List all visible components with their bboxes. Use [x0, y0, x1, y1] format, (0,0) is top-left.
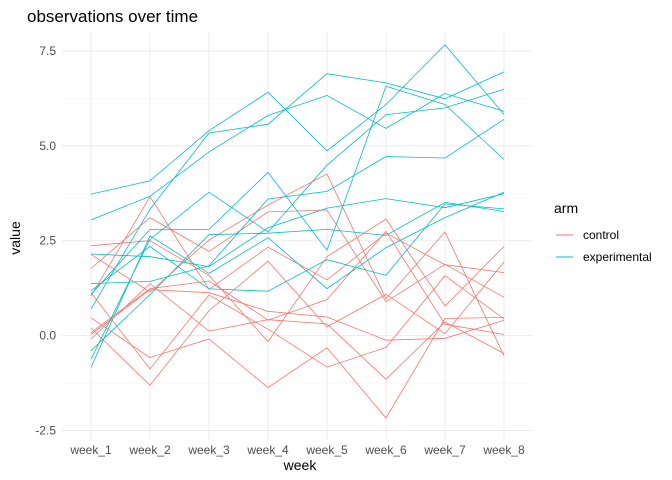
- series-line-control: [90, 289, 505, 341]
- x-tick-label: week_3: [187, 443, 230, 457]
- series-line-control: [90, 283, 505, 380]
- x-tick-label: week_1: [69, 443, 112, 457]
- y-tick-label: 5.0: [39, 139, 56, 153]
- legend-label-experimental: experimental: [583, 250, 652, 264]
- x-tick-label: week_8: [482, 443, 525, 457]
- series-line-experimental: [90, 193, 505, 268]
- series-line-experimental: [90, 71, 505, 310]
- series-line-control: [90, 317, 505, 419]
- series-lines: [90, 44, 505, 419]
- series-line-experimental: [90, 203, 505, 292]
- series-line-experimental: [90, 93, 505, 221]
- series-line-experimental: [90, 44, 505, 195]
- y-axis-title: value: [7, 221, 23, 255]
- x-tick-label: week_6: [364, 443, 407, 457]
- legend-label-control: control: [583, 228, 619, 242]
- series-line-experimental: [90, 191, 505, 368]
- x-tick-label: week_4: [246, 443, 289, 457]
- x-tick-label: week_7: [423, 443, 466, 457]
- series-line-control: [90, 173, 505, 356]
- y-tick-label: -2.5: [35, 424, 56, 438]
- series-line-control: [90, 260, 505, 386]
- series-line-experimental: [90, 118, 505, 284]
- series-line-experimental: [90, 85, 505, 295]
- y-axis-ticks: -2.5 0.0 2.5 5.0 7.5: [35, 44, 56, 438]
- y-tick-label: 7.5: [39, 44, 56, 58]
- chart-title: observations over time: [27, 7, 198, 26]
- x-axis-title: week: [283, 457, 318, 473]
- grid: [62, 32, 532, 440]
- series-line-control: [90, 275, 505, 370]
- series-line-control: [90, 230, 505, 335]
- x-axis-ticks: week_1 week_2 week_3 week_4 week_5 week_6 week…: [69, 443, 525, 457]
- series-line-experimental: [90, 88, 505, 360]
- y-tick-label: 0.0: [39, 329, 56, 343]
- legend: arm control experimental: [554, 200, 652, 264]
- series-line-control: [90, 218, 505, 343]
- y-tick-label: 2.5: [39, 234, 56, 248]
- legend-title: arm: [554, 200, 578, 216]
- series-line-experimental: [90, 201, 505, 352]
- x-tick-label: week_5: [305, 443, 348, 457]
- x-tick-label: week_2: [128, 443, 171, 457]
